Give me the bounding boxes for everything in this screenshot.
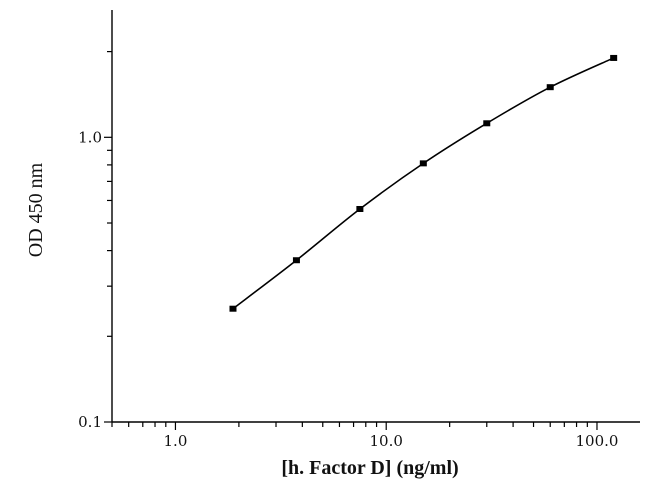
data-point bbox=[356, 205, 364, 212]
y-tick-label: 1.0 bbox=[78, 128, 102, 146]
fitted-curve bbox=[232, 57, 615, 310]
x-axis-title: [h. Factor D] (ng/ml) bbox=[281, 457, 458, 479]
data-point bbox=[483, 120, 491, 127]
y-axis-title: OD 450 nm bbox=[25, 162, 47, 257]
x-tick-label: 100.0 bbox=[576, 432, 619, 450]
tick-marks bbox=[104, 51, 598, 430]
data-point bbox=[292, 257, 300, 264]
data-point bbox=[419, 160, 427, 167]
x-tick-label: 10.0 bbox=[370, 432, 403, 450]
data-points bbox=[229, 54, 618, 312]
axes bbox=[111, 10, 640, 423]
data-point bbox=[610, 54, 618, 61]
data-point bbox=[546, 84, 554, 91]
tick-labels: 1.0 10.0 100.0 0.1 1.0 bbox=[78, 128, 618, 450]
data-point bbox=[229, 305, 237, 312]
y-tick-label: 0.1 bbox=[78, 413, 102, 431]
x-tick-label: 1.0 bbox=[164, 432, 188, 450]
